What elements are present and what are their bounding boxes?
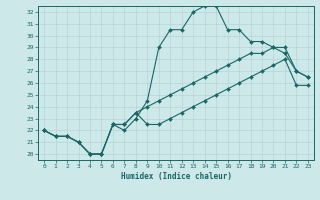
X-axis label: Humidex (Indice chaleur): Humidex (Indice chaleur) (121, 172, 231, 181)
